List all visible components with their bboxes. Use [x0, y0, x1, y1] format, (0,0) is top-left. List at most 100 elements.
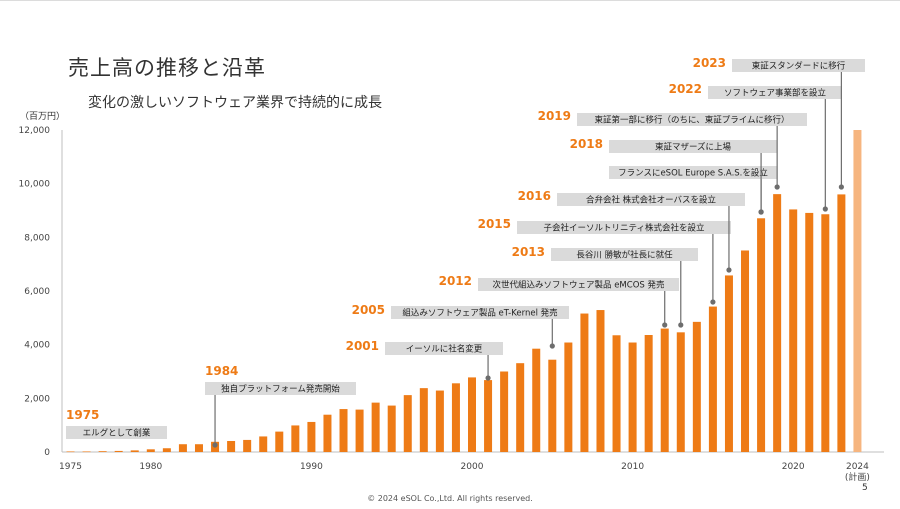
page-title: 売上高の推移と沿革	[68, 56, 266, 80]
annotation-label: 合弁会社 株式会社オーバスを設立	[586, 195, 717, 206]
y-tick-label: 6,000	[24, 287, 50, 297]
sales-bar	[194, 444, 203, 452]
annotation-box	[385, 342, 503, 355]
sales-bar	[612, 335, 621, 452]
sales-bar	[676, 332, 685, 452]
annotation-year: 2019	[538, 109, 571, 123]
x-tick-label: 2024	[846, 462, 869, 472]
x-tick-sublabel: (計画)	[845, 471, 870, 483]
sales-bar	[628, 342, 637, 452]
sales-bar	[307, 421, 316, 452]
annotation-label: ソフトウェア事業部を設立	[724, 88, 827, 99]
annotation-pin-dot	[822, 206, 828, 212]
annotation-label: 東証スタンダードに移行	[752, 61, 846, 72]
annotation-label: フランスにeSOL Europe S.A.S.を設立	[618, 168, 768, 179]
x-tick-label: 2000	[461, 462, 484, 472]
annotation-pin-dot	[774, 184, 780, 190]
y-tick-label: 12,000	[19, 126, 51, 136]
copyright-footer: © 2024 eSOL Co.,Ltd. All rights reserved…	[367, 494, 533, 503]
sales-bar	[178, 444, 187, 452]
annotation-pin-dot	[662, 322, 668, 328]
sales-bar	[532, 348, 541, 452]
page-subtitle: 変化の激しいソフトウェア業界で持続的に成長	[88, 95, 382, 111]
annotation-label: 子会社イーソルトリニティ株式会社を設立	[544, 223, 705, 234]
annotation-box	[577, 113, 807, 126]
top-divider	[0, 0, 900, 1]
forecast-bar	[853, 130, 862, 452]
sales-bar	[692, 321, 701, 452]
annotation-pin-dot	[758, 209, 764, 215]
annotation-box	[478, 278, 679, 291]
sales-bar	[580, 313, 589, 452]
annotation-year: 2022	[669, 82, 702, 96]
annotation-label: エルグとして創業	[83, 428, 151, 439]
sales-bar	[403, 395, 412, 452]
sales-bar	[837, 194, 846, 452]
annotation-year: 2001	[346, 339, 379, 353]
sales-bar	[275, 431, 284, 452]
sales-bar	[724, 275, 733, 452]
annotation-pin-dot	[212, 442, 218, 448]
sales-bar	[355, 409, 364, 452]
annotation-box	[609, 140, 777, 153]
annotation-box	[66, 426, 167, 439]
x-tick-label: 1975	[59, 462, 82, 472]
sales-bar	[323, 414, 332, 452]
x-tick-label: 2020	[782, 462, 805, 472]
sales-bar	[227, 440, 236, 452]
sales-bar	[243, 439, 252, 452]
sales-bar	[98, 451, 107, 452]
annotation-pin-dot	[838, 184, 844, 190]
sales-bar	[757, 218, 766, 452]
y-tick-label: 10,000	[19, 180, 51, 190]
sales-bar	[484, 380, 493, 452]
sales-bar	[548, 359, 557, 452]
sales-bar	[773, 194, 782, 453]
sales-bar	[821, 214, 830, 452]
y-unit-label: （百万円）	[20, 112, 66, 122]
annotation-label: 東証マザーズに上場	[655, 142, 732, 153]
sales-bar	[451, 383, 460, 452]
y-tick-label: 8,000	[24, 233, 50, 243]
y-tick-label: 0	[44, 448, 50, 458]
annotation-pin-dot	[485, 375, 491, 381]
annotation-label: 東証第一部に移行（のちに、東証プライムに移行）	[594, 115, 789, 126]
annotation-label: 次世代組込みソフトウェア製品 eMCOS 発売	[493, 280, 665, 291]
sales-bar	[291, 425, 300, 452]
sales-bar	[708, 306, 717, 452]
annotation-box	[391, 306, 569, 319]
annotation-label: 組込みソフトウェア製品 eT-Kernel 発売	[402, 308, 558, 319]
annotation-year: 2005	[352, 303, 385, 317]
sales-bar	[805, 212, 814, 452]
annotation-year: 2012	[439, 274, 472, 288]
annotation-box	[732, 59, 865, 72]
sales-bar	[500, 371, 509, 452]
sales-bar	[644, 335, 653, 452]
annotation-box	[609, 166, 777, 179]
annotation-label: イーソルに社名変更	[406, 344, 483, 355]
annotation-label: 独自プラットフォーム発売開始	[221, 384, 340, 395]
annotation-label: 長谷川 勝敏が社長に就任	[576, 250, 673, 261]
sales-bar	[564, 342, 573, 452]
y-tick-label: 4,000	[24, 341, 50, 351]
page-number: 5	[862, 483, 868, 493]
sales-bar	[82, 451, 91, 453]
sales-bar	[339, 409, 348, 452]
sales-bar	[66, 451, 75, 453]
sales-bar	[435, 390, 444, 452]
x-tick-label: 1980	[139, 462, 162, 472]
sales-bar	[468, 377, 476, 452]
annotation-box	[557, 193, 745, 206]
annotation-box	[551, 248, 698, 261]
annotation-year: 1975	[66, 408, 99, 422]
annotation-year: 2013	[512, 245, 545, 259]
sales-bar	[114, 450, 123, 452]
sales-bar	[660, 328, 669, 452]
sales-bar	[596, 310, 605, 452]
x-tick-label: 2010	[621, 462, 644, 472]
sales-bar	[259, 436, 268, 452]
sales-bar	[741, 250, 750, 452]
sales-bar	[146, 449, 155, 452]
sales-bar	[516, 363, 525, 452]
x-tick-label: 1990	[300, 462, 323, 472]
